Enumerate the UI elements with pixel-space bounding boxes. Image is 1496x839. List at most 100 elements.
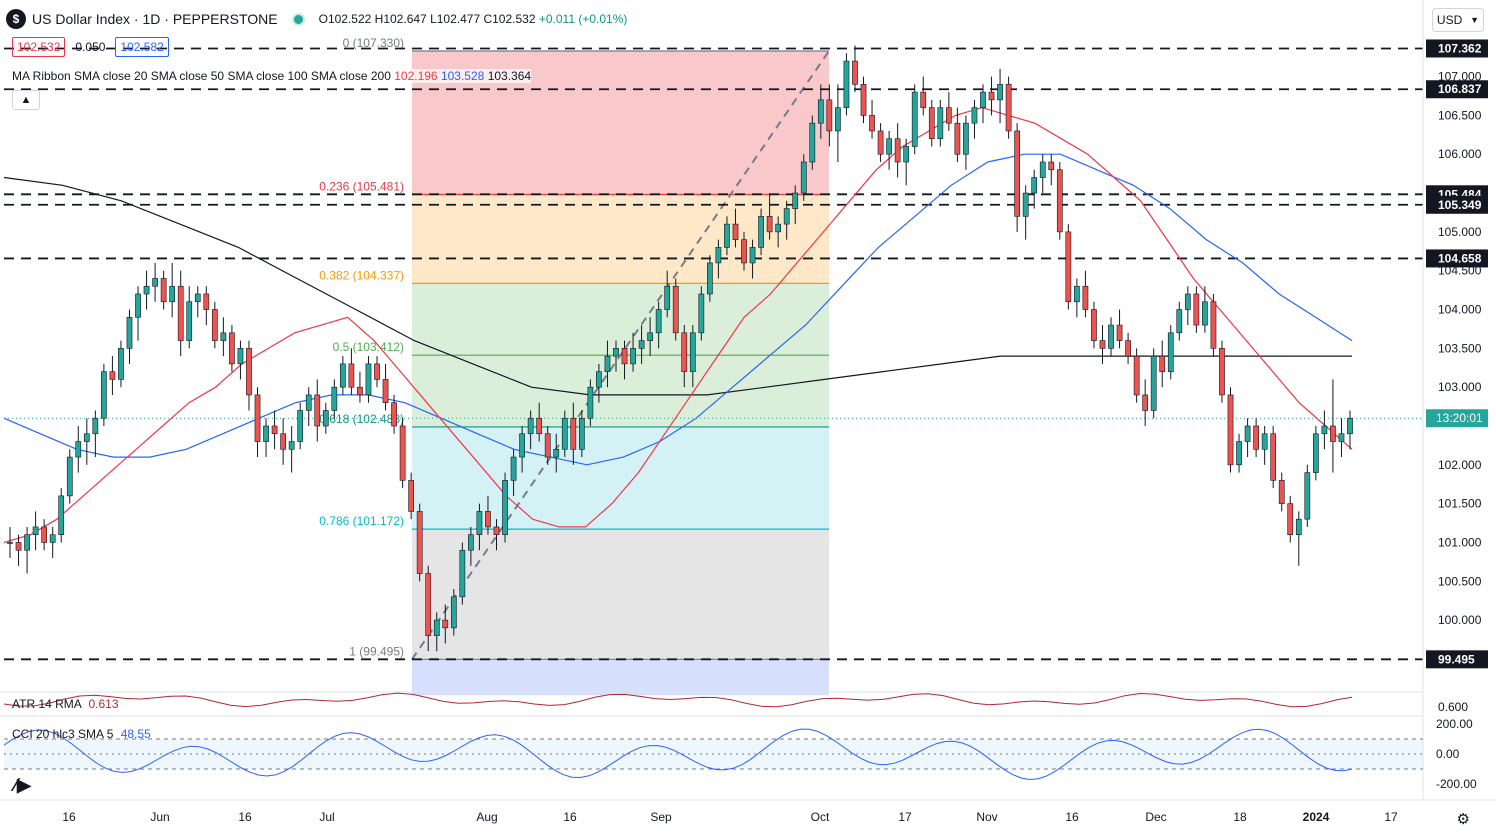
fib-zone: [412, 355, 829, 427]
candle: [1039, 154, 1046, 194]
candle: [561, 410, 568, 458]
candle: [544, 426, 551, 465]
candle: [126, 309, 133, 364]
fib-label: 0.382 (104.337): [319, 268, 404, 282]
price-tick-label: 106.000: [1438, 147, 1482, 161]
candle: [1125, 332, 1131, 364]
candle: [758, 208, 764, 256]
candle: [357, 371, 363, 403]
candle: [1065, 224, 1072, 310]
time-tick-label: 16: [563, 810, 577, 824]
candle: [860, 76, 867, 124]
candle: [476, 503, 483, 551]
candle: [1244, 418, 1251, 458]
sma50-value: 103.528: [440, 69, 485, 83]
candle: [886, 130, 892, 170]
sma50-line: [3, 153, 1353, 466]
candle: [271, 410, 278, 450]
cci-tick-label: -200.00: [1436, 777, 1477, 791]
high-value: H102.647: [374, 12, 427, 26]
currency-label: USD: [1436, 13, 1463, 27]
gear-icon[interactable]: ⚙: [1456, 811, 1470, 828]
level-price-label: 105.349: [1438, 198, 1482, 212]
candle: [468, 526, 474, 566]
candle: [66, 449, 73, 504]
candle: [41, 519, 48, 551]
fib-label: 0.618 (102.488): [319, 412, 404, 426]
candle: [1142, 379, 1149, 426]
level-price-tag: [1426, 80, 1488, 99]
candle: [630, 332, 636, 372]
ma-ribbon-label: MA Ribbon SMA close 20 SMA close 50 SMA …: [12, 69, 391, 83]
candle: [527, 410, 534, 450]
candle: [152, 262, 158, 302]
candle: [894, 123, 901, 178]
candle: [800, 154, 807, 201]
candle: [331, 379, 338, 419]
price-tick-label: 103.500: [1438, 341, 1482, 355]
candle: [715, 239, 722, 279]
cci-tick-label: 200.00: [1436, 717, 1473, 731]
time-tick-label: Jul: [319, 810, 334, 824]
price-tick-label: 105.000: [1438, 225, 1482, 239]
candle: [374, 356, 380, 388]
close-value: C102.532: [483, 12, 536, 26]
open-value: O102.522: [318, 12, 372, 26]
candle: [578, 410, 585, 458]
candle: [519, 426, 525, 473]
candle: [15, 534, 22, 566]
symbol-header: $ US Dollar Index · 1D · PEPPERSTONE O10…: [6, 8, 627, 30]
level-price-tag: [1426, 650, 1488, 669]
low-value: L102.477: [430, 12, 481, 26]
level-price-tag: [1426, 195, 1488, 214]
candle: [348, 348, 355, 395]
time-tick-label: 16: [1065, 810, 1079, 824]
ma-ribbon-legend[interactable]: MA Ribbon SMA close 20 SMA close 50 SMA …: [12, 69, 532, 83]
candle: [1082, 270, 1089, 318]
candle: [817, 84, 824, 139]
fib-label: 0.236 (105.481): [319, 180, 404, 194]
candle: [314, 379, 321, 442]
candle: [1176, 301, 1183, 341]
chevron-up-icon: ▲: [20, 94, 32, 106]
candle: [92, 410, 99, 458]
time-tick-label: Nov: [976, 810, 997, 824]
candle: [425, 565, 432, 652]
time-tick-label: Aug: [476, 810, 497, 824]
candle: [1150, 348, 1157, 419]
currency-selector[interactable]: USD ▼: [1432, 8, 1484, 32]
candle: [835, 84, 841, 162]
candle: [570, 402, 577, 465]
fib-trend-line: [411, 50, 830, 660]
candle: [826, 84, 833, 147]
candle: [707, 255, 713, 302]
candle: [288, 426, 295, 473]
candle: [681, 325, 688, 388]
cci-legend[interactable]: CCI 20 hlc3 SMA 5 48.55: [12, 727, 151, 741]
candle: [1193, 286, 1200, 333]
dollar-logo-icon: $: [6, 9, 26, 29]
candle: [408, 472, 415, 520]
candle: [1338, 418, 1345, 458]
candle: [766, 193, 773, 240]
candle: [1295, 511, 1302, 566]
candle: [775, 216, 782, 248]
candle: [1159, 340, 1166, 388]
candle: [280, 418, 286, 465]
atr-legend[interactable]: ATR 14 RMA 0.613: [12, 697, 119, 711]
collapse-legend-button[interactable]: ▲: [12, 90, 40, 110]
candle: [416, 503, 423, 582]
candle: [1312, 426, 1319, 481]
candle: [485, 495, 491, 535]
time-tick-label: 17: [898, 810, 912, 824]
candle: [211, 301, 218, 349]
candle: [1278, 472, 1285, 512]
ask-box[interactable]: 102.582: [115, 37, 169, 57]
symbol-title[interactable]: US Dollar Index · 1D · PEPPERSTONE: [32, 11, 278, 27]
bid-box[interactable]: 102.532: [12, 37, 66, 57]
candle: [1253, 418, 1259, 458]
time-tick-label: 17: [1384, 810, 1398, 824]
candle: [638, 325, 645, 364]
candle: [203, 286, 210, 326]
